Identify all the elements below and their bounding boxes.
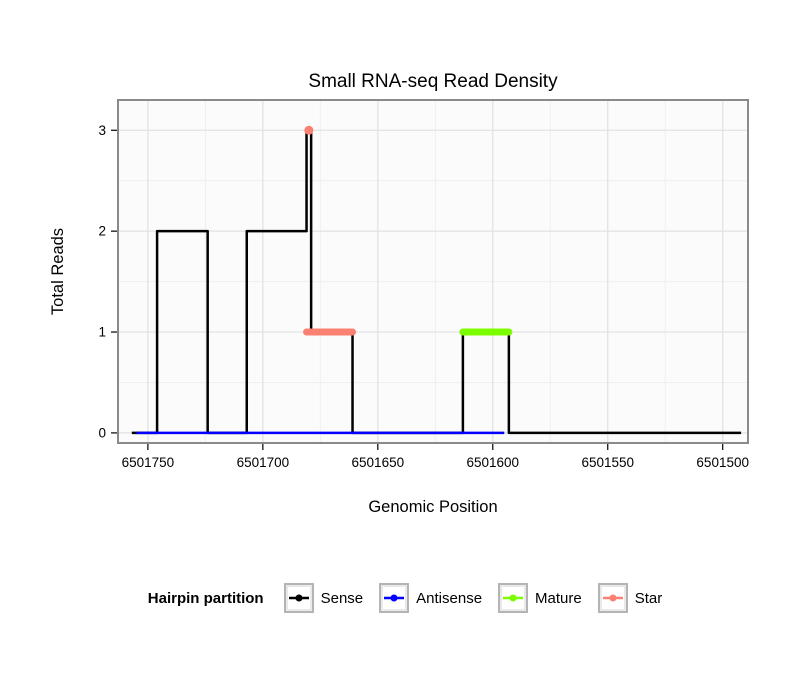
y-tick-label: 1 bbox=[98, 325, 106, 340]
y-tick-label: 0 bbox=[98, 425, 106, 440]
legend-label-mature: Mature bbox=[535, 589, 582, 607]
legend-key-antisense-icon bbox=[379, 583, 410, 613]
legend-key-sense-icon bbox=[283, 583, 314, 613]
legend-key-mature-icon bbox=[498, 583, 529, 613]
legend-item-sense: Sense bbox=[283, 583, 364, 613]
x-tick-label: 6501750 bbox=[122, 455, 175, 470]
legend-label-sense: Sense bbox=[320, 589, 364, 607]
legend-label-antisense: Antisense bbox=[416, 589, 483, 607]
legend-key-star-icon bbox=[597, 583, 628, 613]
legend-item-mature: Mature bbox=[498, 583, 582, 613]
x-axis-label: Genomic Position bbox=[368, 498, 497, 516]
y-tick-label: 2 bbox=[98, 224, 106, 239]
legend: Hairpin partition Sense Antisense bbox=[0, 583, 810, 613]
series-star-marker bbox=[304, 125, 314, 135]
x-tick-label: 6501600 bbox=[466, 455, 519, 470]
legend-label-star: Star bbox=[634, 589, 663, 607]
legend-item-star: Star bbox=[597, 583, 663, 613]
y-axis-label: Total Reads bbox=[49, 228, 67, 315]
legend-title: Hairpin partition bbox=[147, 589, 264, 607]
y-tick-label: 3 bbox=[98, 123, 106, 138]
x-tick-label: 6501500 bbox=[696, 455, 749, 470]
x-tick-label: 6501550 bbox=[581, 455, 634, 470]
plot-panel bbox=[118, 100, 748, 443]
chart-canvas: 6501750 6501700 6501650 6501600 6501550 65015… bbox=[49, 71, 749, 516]
x-tick-label: 6501650 bbox=[352, 455, 405, 470]
panel-border bbox=[117, 99, 749, 444]
legend-item-antisense: Antisense bbox=[379, 583, 482, 613]
chart-title: Small RNA-seq Read Density bbox=[308, 71, 558, 92]
x-tick-label: 6501700 bbox=[237, 455, 290, 470]
